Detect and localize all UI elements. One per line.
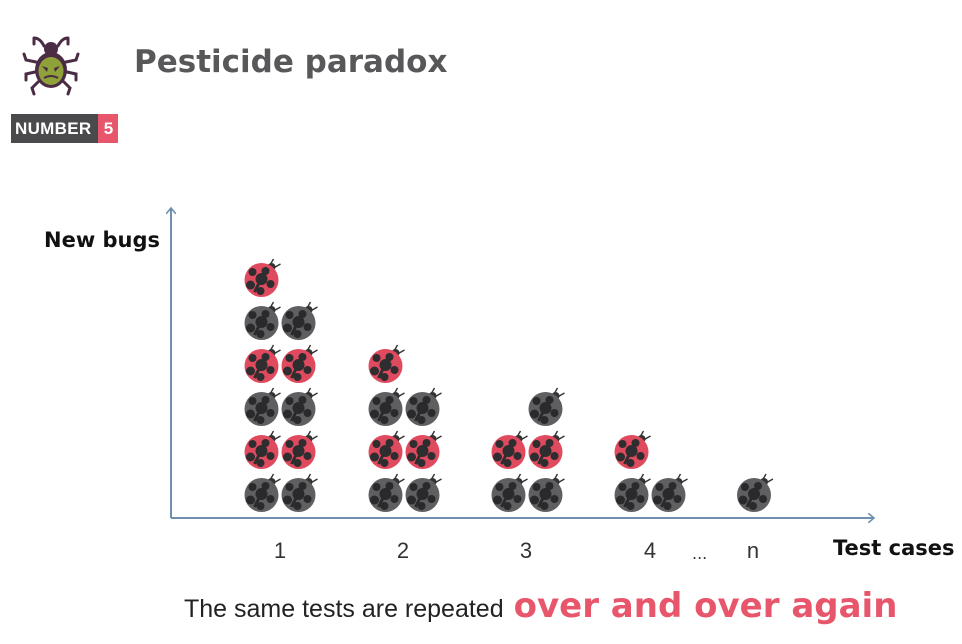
- gray-ladybug-mark: [281, 387, 318, 426]
- caption: The same tests are repeated over and over…: [184, 586, 897, 626]
- x-tick-label: 1: [273, 538, 287, 563]
- gray-ladybug-mark: [528, 387, 565, 426]
- gray-ladybug-mark: [651, 473, 688, 512]
- gray-ladybug-mark: [281, 301, 318, 340]
- x-tick-label: 2: [396, 538, 410, 563]
- gray-ladybug-mark: [737, 473, 774, 512]
- gray-ladybug-mark: [528, 473, 565, 512]
- page-title: Pesticide paradox: [134, 44, 448, 80]
- red-ladybug-mark: [244, 344, 281, 383]
- badge-label: NUMBER: [11, 114, 99, 143]
- x-tick-label: 3: [519, 538, 533, 563]
- gray-ladybug-mark: [405, 473, 442, 512]
- x-tick-label: n: [746, 538, 760, 563]
- number-badge: NUMBER 5: [11, 114, 119, 143]
- bug-logo-icon: [22, 36, 80, 96]
- caption-text: The same tests are repeated: [184, 595, 504, 623]
- gray-ladybug-mark: [244, 473, 281, 512]
- red-ladybug-mark: [368, 430, 405, 469]
- badge-number: 5: [98, 114, 119, 143]
- gray-ladybug-mark: [491, 473, 528, 512]
- red-ladybug-mark: [368, 344, 405, 383]
- caption-highlight: over and over again: [513, 586, 898, 626]
- red-ladybug-mark: [281, 430, 318, 469]
- red-ladybug-mark: [244, 430, 281, 469]
- gray-ladybug-mark: [244, 301, 281, 340]
- x-tick-label: 4: [643, 538, 657, 563]
- red-ladybug-mark: [405, 430, 442, 469]
- red-ladybug-mark: [614, 430, 651, 469]
- gray-ladybug-mark: [614, 473, 651, 512]
- gray-ladybug-mark: [281, 473, 318, 512]
- y-axis-label: New bugs: [44, 228, 161, 252]
- gray-ladybug-mark: [244, 387, 281, 426]
- red-ladybug-mark: [491, 430, 528, 469]
- x-tick-ellipsis: ...: [692, 544, 708, 563]
- red-ladybug-mark: [281, 344, 318, 383]
- gray-ladybug-mark: [368, 387, 405, 426]
- x-axis-label: Test cases: [833, 536, 955, 560]
- gray-ladybug-mark: [368, 473, 405, 512]
- red-ladybug-mark: [244, 258, 281, 297]
- red-ladybug-mark: [528, 430, 565, 469]
- gray-ladybug-mark: [405, 387, 442, 426]
